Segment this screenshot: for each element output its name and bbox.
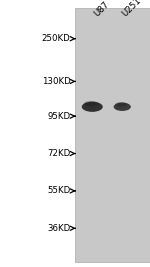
Text: 95KD: 95KD — [47, 112, 70, 121]
Text: U87: U87 — [92, 0, 111, 19]
Ellipse shape — [84, 101, 99, 107]
Text: 55KD: 55KD — [47, 186, 70, 195]
Bar — [75, 8, 150, 262]
Ellipse shape — [114, 103, 131, 111]
Text: 250KD: 250KD — [42, 34, 70, 43]
Text: 72KD: 72KD — [47, 149, 70, 158]
Text: U251: U251 — [120, 0, 142, 19]
Ellipse shape — [82, 102, 103, 112]
Ellipse shape — [115, 102, 127, 107]
Text: 36KD: 36KD — [47, 224, 70, 233]
Text: 130KD: 130KD — [42, 77, 70, 86]
